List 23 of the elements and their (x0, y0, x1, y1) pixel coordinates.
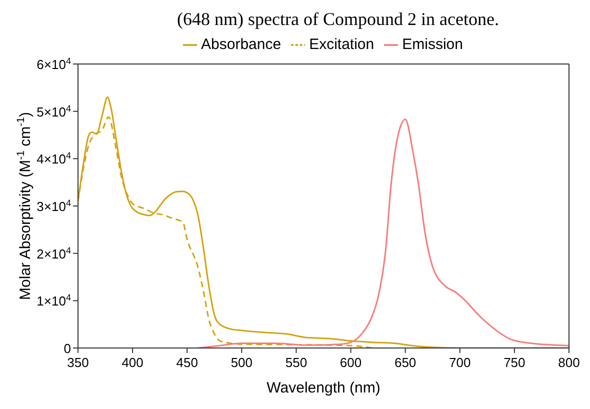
y-tick-label: 0 (64, 341, 71, 356)
legend-label: Excitation (309, 36, 374, 53)
x-tick-label: 800 (558, 355, 580, 370)
x-tick-label: 600 (340, 355, 362, 370)
x-tick-label: 450 (176, 355, 198, 370)
line-series (197, 118, 569, 348)
y-tick-label: 5×10$^{4}$ (36, 103, 71, 120)
y-tick-label: 2×10$^{4}$ (36, 245, 71, 262)
y-tick-label: 3×10$^{4}$ (36, 198, 71, 214)
x-axis-title: Wavelength (nm) (266, 380, 380, 397)
x-tick-label: 700 (449, 355, 471, 370)
y-tick-label: 4×10$^{4}$ (36, 150, 71, 167)
x-tick-label: 500 (230, 355, 253, 370)
legend-label: Absorbance (201, 36, 282, 53)
y-tick-label: 1×10$^{4}$ (36, 292, 71, 309)
legend-label: Emission (402, 36, 463, 53)
x-tick-label: 350 (67, 355, 89, 370)
chart-title: (648 nm) spectra of Compound 2 in acetone. (177, 9, 499, 29)
x-tick-label: 550 (285, 355, 308, 370)
x-tick-label: 400 (122, 355, 144, 370)
x-tick-label: 650 (394, 355, 416, 370)
x-tick-label: 750 (504, 355, 526, 370)
y-tick-label: 6×10$^{4}$ (36, 56, 71, 72)
